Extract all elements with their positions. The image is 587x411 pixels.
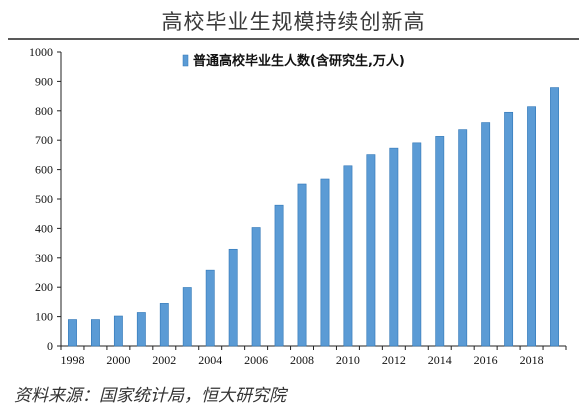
bar: [389, 147, 399, 347]
x-tick-label: 2014: [428, 353, 452, 367]
legend-swatch: [182, 54, 189, 67]
bar: [205, 269, 215, 347]
bar: [481, 122, 491, 347]
x-tick-label: 2006: [244, 353, 268, 367]
y-tick-label: 1000: [29, 45, 53, 59]
y-tick-label: 200: [35, 280, 53, 294]
y-tick-label: 700: [35, 133, 53, 147]
y-tick-label: 800: [35, 104, 53, 118]
bar: [159, 303, 169, 347]
bar: [366, 154, 376, 347]
bar: [412, 142, 422, 347]
x-tick-label: 2012: [382, 353, 406, 367]
x-tick-label: 2002: [152, 353, 176, 367]
chart-title: 高校毕业生规模持续创新高: [161, 10, 426, 34]
x-tick-label: 2018: [520, 353, 544, 367]
y-tick-label: 0: [47, 339, 53, 353]
bar: [435, 136, 445, 347]
y-tick-label: 100: [35, 310, 53, 324]
y-tick-label: 400: [35, 221, 53, 235]
bar: [297, 183, 307, 347]
bar: [550, 87, 559, 347]
bar: [136, 312, 146, 347]
bar: [320, 178, 330, 347]
y-tick-label: 900: [35, 74, 53, 88]
x-tick-label: 1998: [60, 353, 84, 367]
bar: [182, 287, 192, 347]
legend-label: 普通高校毕业生人数(含研究生,万人): [193, 53, 405, 69]
bar: [458, 129, 468, 347]
x-tick-label: 2010: [336, 353, 360, 367]
bar: [343, 165, 353, 347]
x-tick-label: 2008: [290, 353, 314, 367]
bar: [251, 227, 261, 347]
bar: [228, 248, 238, 347]
bar: [527, 106, 536, 347]
bar: [91, 319, 100, 347]
y-tick-label: 300: [35, 251, 53, 265]
bar: [68, 319, 77, 347]
x-tick-label: 2000: [106, 353, 130, 367]
x-tick-label: 2004: [198, 353, 222, 367]
bar: [113, 315, 123, 347]
source-note: 资料来源：国家统计局，恒大研究院: [14, 386, 286, 406]
y-tick-label: 600: [35, 163, 53, 177]
x-tick-label: 2016: [474, 353, 498, 367]
bar: [274, 204, 284, 347]
bar: [504, 111, 514, 347]
y-tick-label: 500: [35, 192, 53, 206]
